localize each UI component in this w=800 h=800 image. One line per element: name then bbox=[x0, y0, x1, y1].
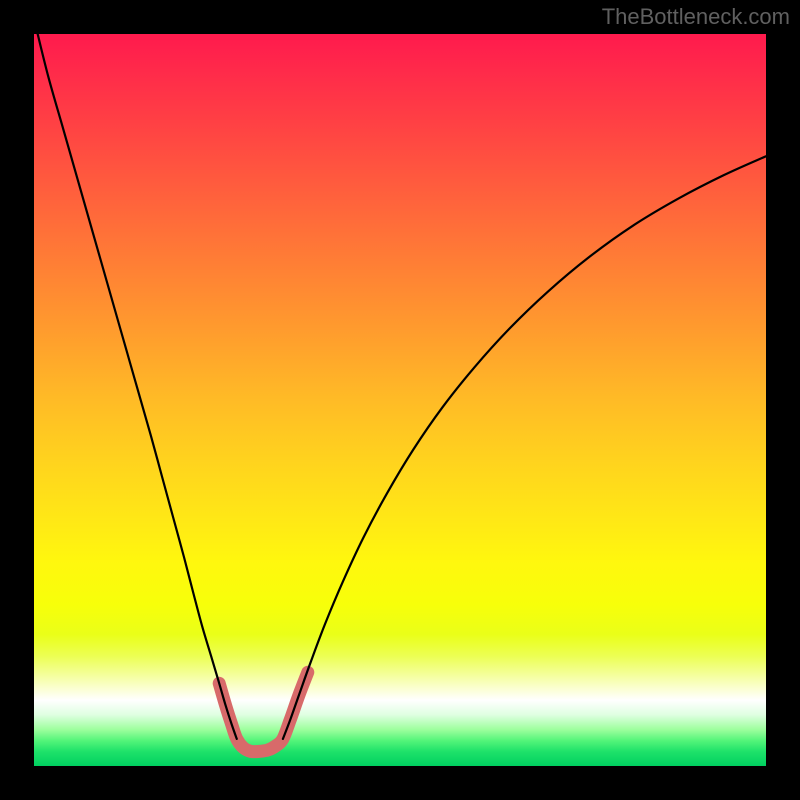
curve-layer bbox=[34, 34, 766, 766]
bottleneck-highlight bbox=[219, 672, 308, 751]
curve-left-branch bbox=[38, 34, 237, 739]
watermark-text: TheBottleneck.com bbox=[602, 4, 790, 30]
plot-area bbox=[34, 34, 766, 766]
curve-right-branch bbox=[283, 156, 766, 739]
